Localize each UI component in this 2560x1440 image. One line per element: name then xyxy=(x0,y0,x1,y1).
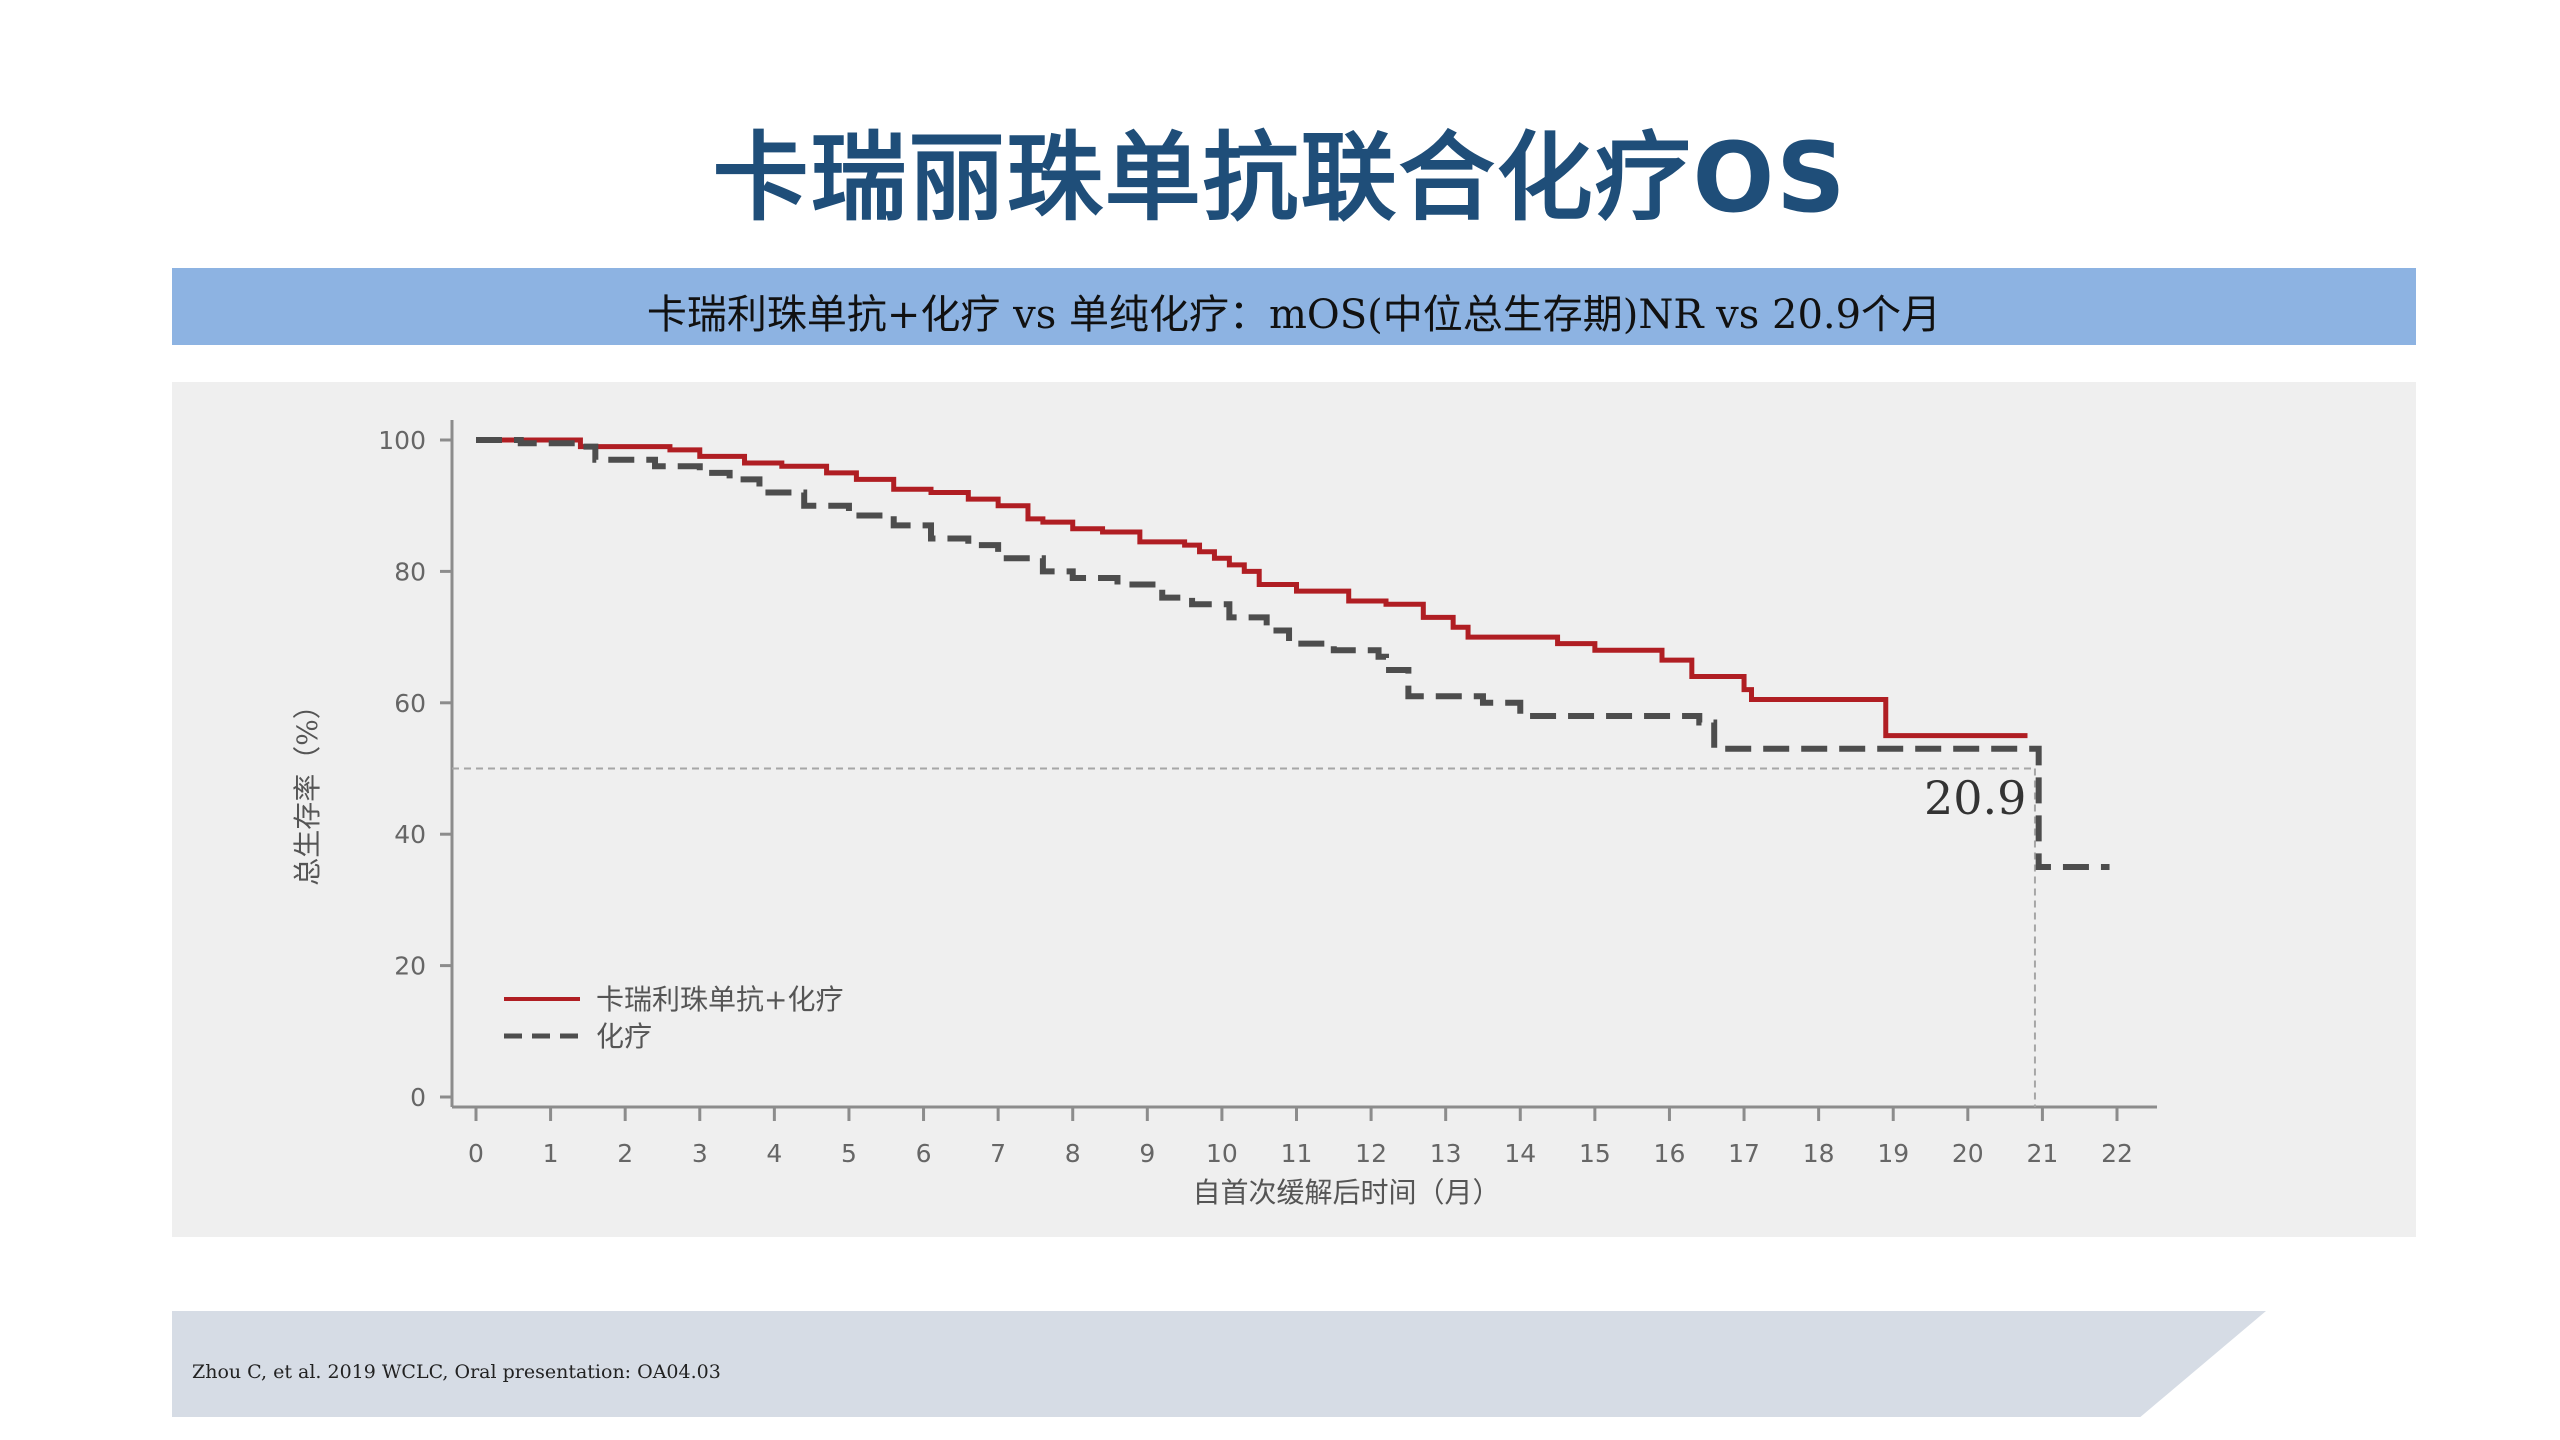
citation-footer: Zhou C, et al. 2019 WCLC, Oral presentat… xyxy=(172,1311,2266,1417)
series-line-chemo xyxy=(476,437,2110,871)
x-tick-label: 15 xyxy=(1579,1139,1611,1168)
x-tick-label: 11 xyxy=(1281,1139,1313,1168)
x-tick-label: 6 xyxy=(916,1139,932,1168)
y-tick-label: 100 xyxy=(378,426,426,455)
x-tick-label: 13 xyxy=(1430,1139,1462,1168)
legend-label: 化疗 xyxy=(596,1020,652,1053)
x-tick-label: 0 xyxy=(468,1139,484,1168)
x-tick-label: 12 xyxy=(1355,1139,1387,1168)
x-tick-label: 3 xyxy=(692,1139,708,1168)
x-axis-title: 自首次缓解后时间（月） xyxy=(1192,1176,1500,1209)
y-tick-label: 60 xyxy=(394,689,426,718)
legend-label: 卡瑞利珠单抗+化疗 xyxy=(596,983,843,1016)
x-tick-label: 4 xyxy=(766,1139,782,1168)
x-tick-label: 7 xyxy=(990,1139,1006,1168)
x-tick-label: 21 xyxy=(2027,1139,2059,1168)
y-tick-label: 40 xyxy=(394,820,426,849)
y-axis-title: 总生存率（%） xyxy=(291,691,324,886)
x-tick-label: 2 xyxy=(617,1139,633,1168)
banner-text: 卡瑞利珠单抗+化疗 vs 单纯化疗：mOS(中位总生存期)NR vs 20.9个… xyxy=(646,292,1942,338)
x-tick-label: 17 xyxy=(1728,1139,1760,1168)
y-tick-label: 80 xyxy=(394,557,426,586)
x-tick-label: 22 xyxy=(2101,1139,2133,1168)
median-label: 20.9 xyxy=(1924,771,2026,825)
x-tick-label: 16 xyxy=(1654,1139,1686,1168)
x-tick-label: 8 xyxy=(1065,1139,1081,1168)
summary-banner: 卡瑞利珠单抗+化疗 vs 单纯化疗：mOS(中位总生存期)NR vs 20.9个… xyxy=(172,268,2416,345)
series-line-camrelizumab xyxy=(476,437,2028,739)
y-tick-label: 0 xyxy=(410,1083,426,1112)
x-tick-label: 10 xyxy=(1206,1139,1238,1168)
x-tick-label: 19 xyxy=(1877,1139,1909,1168)
x-tick-label: 18 xyxy=(1803,1139,1835,1168)
x-tick-label: 5 xyxy=(841,1139,857,1168)
x-tick-label: 20 xyxy=(1952,1139,1984,1168)
citation-text: Zhou C, et al. 2019 WCLC, Oral presentat… xyxy=(192,1361,721,1383)
slide-title: 卡瑞丽珠单抗联合化疗OS xyxy=(712,122,1848,234)
y-tick-label: 20 xyxy=(394,952,426,981)
x-tick-label: 1 xyxy=(543,1139,559,1168)
x-tick-label: 9 xyxy=(1139,1139,1155,1168)
chart-panel: 0 20 40 60 80 100 0 1 2 3 4 5 6 7 8 9 10 11 12 13 14 15 16 17 18… xyxy=(172,382,2416,1237)
x-tick-label: 14 xyxy=(1504,1139,1536,1168)
